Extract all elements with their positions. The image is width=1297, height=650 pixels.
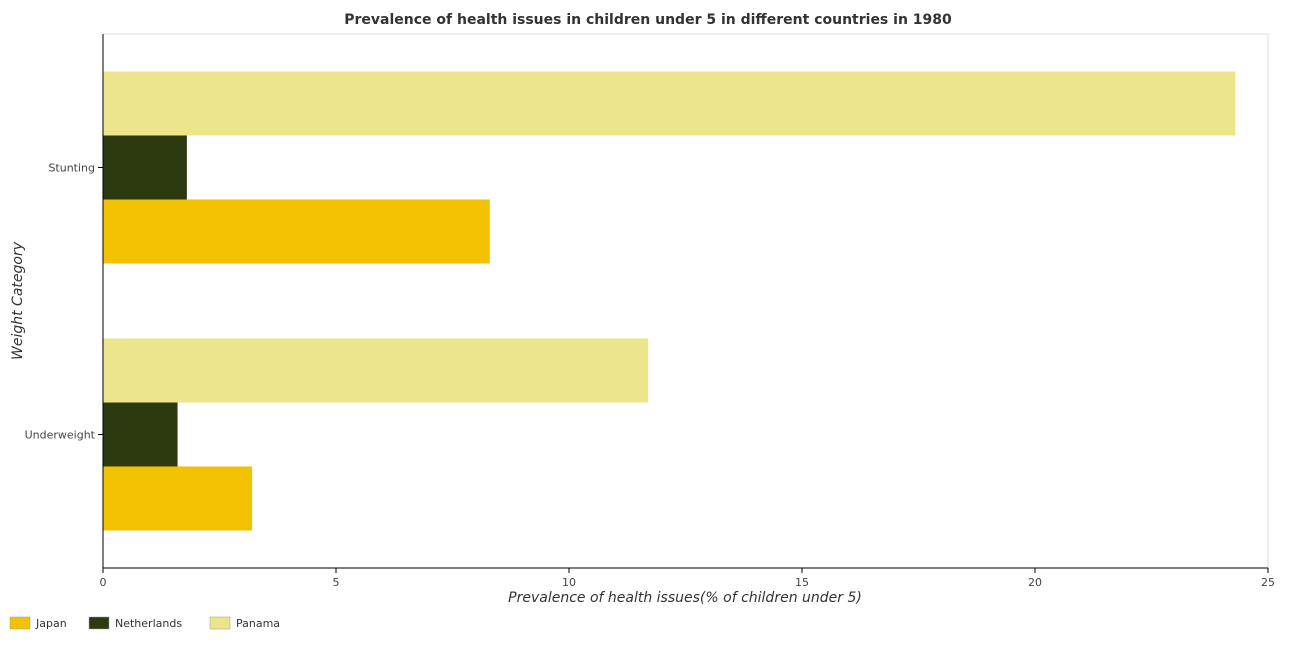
y-tick-label: Stunting: [48, 162, 95, 175]
x-tick-label: 10: [562, 576, 576, 589]
x-tick-label: 15: [795, 576, 809, 589]
legend-swatch-japan: [9, 616, 31, 630]
x-tick-label: 5: [333, 576, 340, 589]
y-axis-label: Weight Category: [10, 241, 26, 360]
legend: Japan Netherlands Panama: [9, 616, 280, 630]
legend-label-japan: Japan: [35, 617, 67, 630]
bar-underweight-netherlands: [103, 402, 178, 467]
legend-swatch-panama: [209, 616, 231, 630]
bar-underweight-japan: [103, 466, 253, 531]
chart-title: Prevalence of health issues in children …: [344, 12, 952, 28]
x-axis-label: Prevalence of health issues(% of childre…: [508, 590, 862, 606]
y-ticks: Stunting Underweight: [25, 162, 103, 442]
x-tick-label: 0: [100, 576, 107, 589]
x-ticks: 0 5 10 15 20 25: [100, 568, 1275, 589]
bar-stunting-panama: [103, 71, 1236, 136]
legend-label-panama: Panama: [236, 617, 280, 630]
legend-swatch-netherlands: [88, 616, 110, 630]
bars-layer: [103, 71, 1236, 531]
x-tick-label: 25: [1261, 576, 1275, 589]
bar-underweight-panama: [103, 338, 649, 403]
x-tick-label: 20: [1028, 576, 1042, 589]
bar-stunting-netherlands: [103, 135, 187, 200]
y-tick-label: Underweight: [25, 429, 96, 442]
legend-label-netherlands: Netherlands: [115, 617, 182, 630]
bar-stunting-japan: [103, 199, 490, 264]
